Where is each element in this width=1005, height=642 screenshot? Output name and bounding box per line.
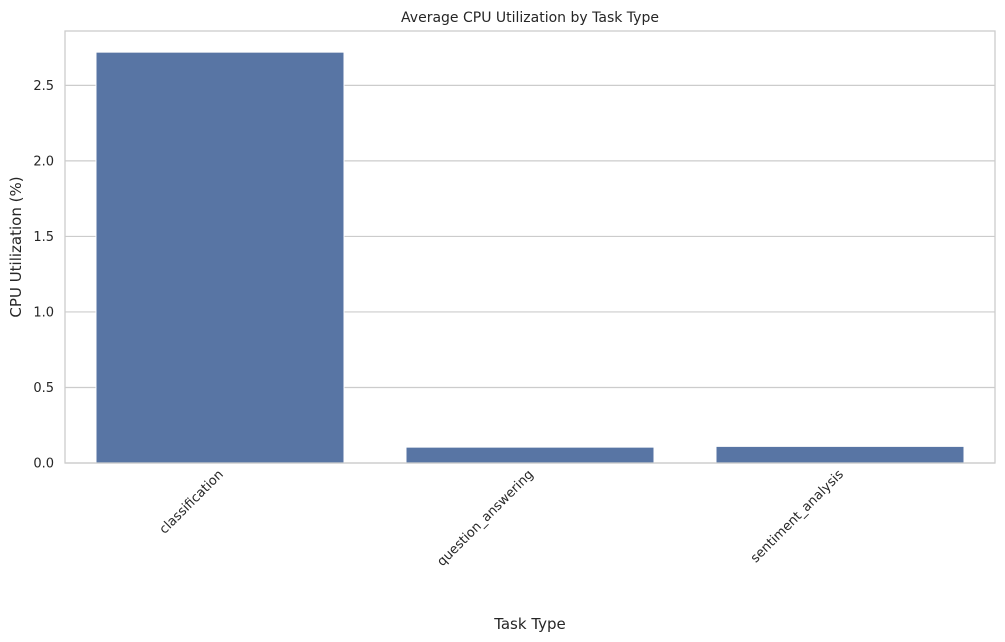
y-axis-label: CPU Utilization (%) — [7, 176, 25, 317]
x-tick-label: question_answering — [434, 467, 536, 569]
x-tick-label: sentiment_analysis — [748, 467, 847, 566]
x-axis-label: Task Type — [493, 615, 566, 633]
y-tick-label: 0.5 — [33, 381, 54, 396]
y-tick-label: 2.0 — [33, 154, 54, 169]
x-tick-labels: classification question_answering sentimen… — [157, 467, 847, 569]
chart-title: Average CPU Utilization by Task Type — [401, 10, 659, 26]
y-tick-label: 0.0 — [33, 457, 54, 472]
plot-frame — [64, 30, 996, 464]
y-tick-labels: 0.0 0.5 1.0 1.5 2.0 2.5 — [33, 79, 54, 472]
bar-question-answering — [405, 446, 655, 464]
bars — [95, 51, 965, 464]
y-tick-label: 2.5 — [33, 79, 54, 94]
y-tick-label: 1.0 — [33, 305, 54, 320]
bar-classification — [95, 51, 345, 464]
y-tick-label: 1.5 — [33, 230, 54, 245]
x-tick-label: classification — [157, 467, 227, 537]
bar-sentiment-analysis — [715, 445, 965, 464]
